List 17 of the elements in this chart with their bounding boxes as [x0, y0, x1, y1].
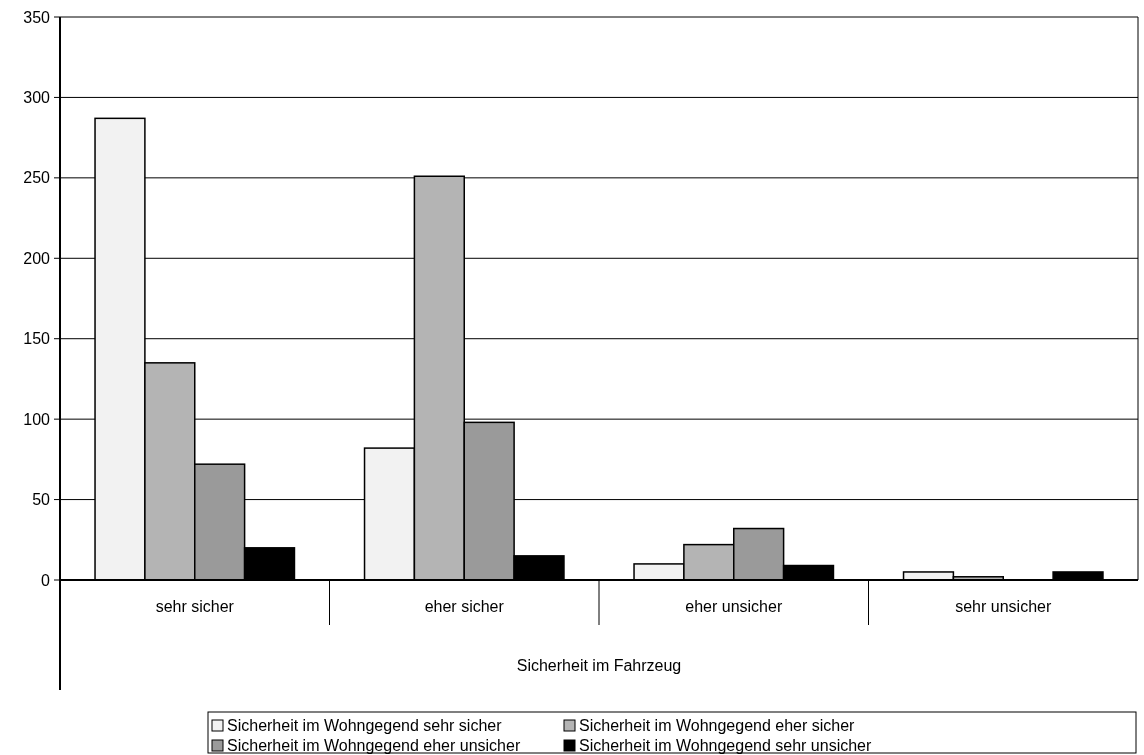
legend-label: Sicherheit im Wohngegend eher unsicher [227, 737, 521, 754]
y-tick-label: 100 [23, 410, 51, 428]
y-tick-label: 50 [32, 491, 51, 509]
x-tick-label: eher unsicher [685, 598, 783, 615]
x-tick-label: sehr unsicher [955, 598, 1052, 615]
x-tick-label: eher sicher [424, 598, 505, 615]
y-tick-label: 350 [23, 8, 51, 26]
y-tick-label: 0 [41, 571, 51, 589]
legend-label: Sicherheit im Wohngegend sehr sicher [227, 717, 503, 734]
y-tick-label: 150 [23, 330, 51, 348]
y-tick-label: 200 [23, 249, 51, 267]
x-axis-title: Sicherheit im Fahrzeug [516, 657, 682, 674]
y-tick-label: 250 [23, 169, 51, 187]
y-tick-label: 300 [23, 89, 51, 107]
legend-label: Sicherheit im Wohngegend sehr unsicher [579, 737, 872, 754]
legend-label: Sicherheit im Wohngegend eher sicher [579, 717, 856, 734]
x-tick-label: sehr sicher [155, 598, 235, 615]
